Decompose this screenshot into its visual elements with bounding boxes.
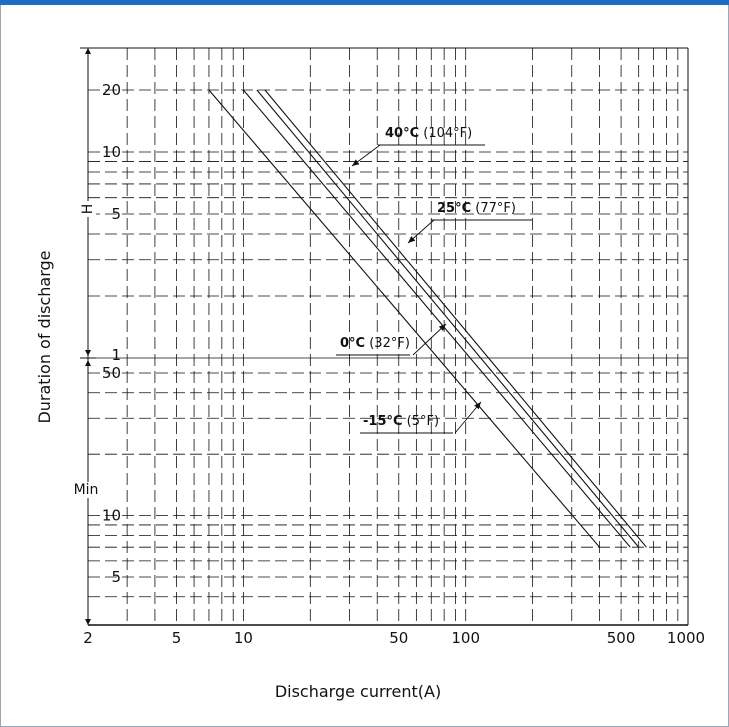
x-axis-label: Discharge current(A) xyxy=(275,682,441,701)
dimension-arrow xyxy=(85,360,91,366)
series-callout: 40°C (104°F) xyxy=(351,126,485,167)
series-callout: 25°C (77°F) xyxy=(407,201,532,244)
series-label-temp-c: 40°C xyxy=(385,126,419,141)
y-unit-label: Min xyxy=(74,482,99,498)
unit-dimension-lines xyxy=(80,47,96,625)
axis-layer xyxy=(87,47,688,626)
callout-arrowhead xyxy=(408,236,416,243)
callout-arrowhead xyxy=(352,159,360,166)
dimension-arrow xyxy=(85,350,91,356)
series-line xyxy=(264,89,647,548)
series-label: 40°C (104°F) xyxy=(385,126,472,141)
callout-arrowhead xyxy=(474,402,481,410)
x-tick-label: 2 xyxy=(83,629,93,647)
y-unit-label-backing xyxy=(80,201,96,217)
callout-leader xyxy=(412,323,447,356)
series-label-temp-f: (32°F) xyxy=(365,336,410,351)
y-tick-label: 20 xyxy=(102,81,121,99)
y-axis-label: Duration of discharge xyxy=(35,250,54,423)
series-label: 25°C (77°F) xyxy=(437,201,516,216)
callout-arrowhead xyxy=(438,324,446,331)
y-unit-label: H xyxy=(80,204,96,215)
x-tick-label: 50 xyxy=(389,629,408,647)
y-tick-label: 1 xyxy=(111,346,121,364)
series-layer xyxy=(208,89,647,548)
series-label-temp-f: (5°F) xyxy=(403,414,440,429)
series-line xyxy=(208,89,600,548)
series-label: -15°C (5°F) xyxy=(363,414,439,429)
series-callout: -15°C (5°F) xyxy=(360,401,482,434)
x-tick-label: 100 xyxy=(451,629,480,647)
series-callout: 0°C (32°F) xyxy=(336,323,447,356)
series-line xyxy=(242,89,631,548)
x-tick-label: 10 xyxy=(234,629,253,647)
x-tick-label: 500 xyxy=(607,629,636,647)
series-label-temp-f: (77°F) xyxy=(471,201,516,216)
series-label-temp-c: 0°C xyxy=(340,336,365,351)
grid-layer xyxy=(88,48,689,625)
x-tick-label: 1000 xyxy=(667,629,705,647)
top-accent-bar xyxy=(0,0,729,5)
dimension-arrow xyxy=(85,48,91,54)
y-tick-label: 10 xyxy=(102,143,121,161)
series-label: 0°C (32°F) xyxy=(340,336,410,351)
series-label-temp-f: (104°F) xyxy=(419,126,472,141)
y-tick-label: 5 xyxy=(111,568,121,586)
y-unit-label-backing xyxy=(71,482,101,498)
dimension-arrow xyxy=(85,619,91,625)
y-tick-label: 5 xyxy=(111,205,121,223)
y-tick-label: 10 xyxy=(102,507,121,525)
x-tick-label: 5 xyxy=(172,629,182,647)
series-label-temp-c: -15°C xyxy=(363,414,403,429)
series-line xyxy=(256,89,640,548)
series-label-temp-c: 25°C xyxy=(437,201,471,216)
y-tick-label: 50 xyxy=(102,364,121,382)
